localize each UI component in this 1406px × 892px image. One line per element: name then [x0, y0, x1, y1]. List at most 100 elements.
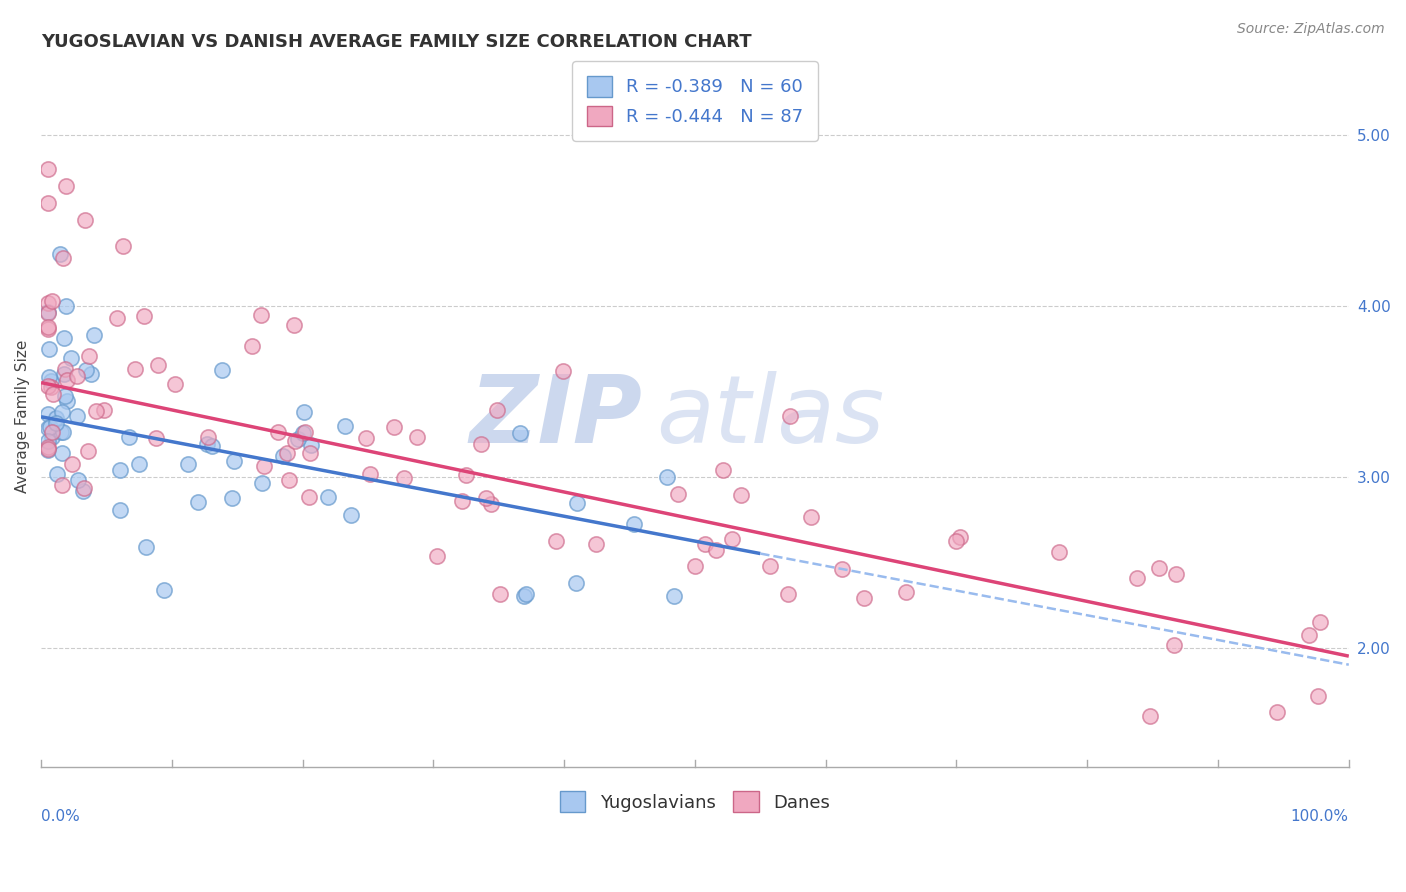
Point: [299, 446, 322, 460]
Point: [117, 429, 139, 443]
Text: Source: ZipAtlas.com: Source: ZipAtlas.com: [1237, 22, 1385, 37]
Point: [298, 491, 321, 505]
Point: [37, 196, 59, 211]
Point: [405, 430, 427, 444]
Point: [37, 421, 59, 435]
Point: [93, 403, 115, 417]
Point: [37, 320, 59, 334]
Point: [73, 481, 96, 495]
Point: [60, 458, 83, 472]
Point: [704, 542, 727, 557]
Text: atlas: atlas: [655, 371, 884, 462]
Point: [56, 394, 79, 409]
Point: [294, 425, 316, 439]
Point: [470, 437, 492, 451]
Point: [52, 368, 75, 382]
Point: [79, 367, 101, 381]
Point: [187, 495, 209, 509]
Point: [292, 405, 315, 419]
Point: [51, 478, 73, 492]
Point: [124, 361, 146, 376]
Point: [37, 306, 59, 320]
Point: [489, 587, 512, 601]
Point: [779, 409, 801, 424]
Point: [454, 467, 477, 482]
Point: [359, 467, 381, 482]
Point: [38, 370, 60, 384]
Point: [83, 328, 105, 343]
Point: [60, 351, 83, 365]
Point: [37, 440, 59, 454]
Point: [253, 459, 276, 474]
Point: [51, 405, 73, 419]
Point: [66, 368, 89, 383]
Point: [800, 509, 823, 524]
Point: [135, 540, 157, 554]
Point: [76, 362, 98, 376]
Point: [38, 419, 60, 434]
Point: [831, 562, 853, 576]
Point: [1139, 709, 1161, 723]
Point: [41, 430, 63, 444]
Point: [730, 488, 752, 502]
Point: [1163, 638, 1185, 652]
Point: [197, 430, 219, 444]
Point: [53, 361, 76, 376]
Point: [52, 252, 75, 266]
Point: [382, 420, 405, 434]
Text: ZIP: ZIP: [470, 371, 643, 463]
Point: [132, 309, 155, 323]
Point: [426, 549, 449, 563]
Point: [77, 444, 100, 458]
Point: [45, 416, 67, 430]
Point: [41, 294, 63, 309]
Point: [37, 442, 59, 457]
Point: [945, 534, 967, 549]
Point: [266, 425, 288, 440]
Point: [67, 474, 90, 488]
Point: [340, 508, 363, 522]
Point: [1308, 689, 1330, 703]
Point: [662, 589, 685, 603]
Point: [86, 404, 108, 418]
Point: [720, 533, 742, 547]
Point: [45, 467, 67, 481]
Point: [553, 364, 575, 378]
Point: [1147, 560, 1170, 574]
Point: [474, 491, 496, 505]
Point: [250, 475, 273, 490]
Y-axis label: Average Family Size: Average Family Size: [15, 340, 30, 493]
Point: [1047, 545, 1070, 559]
Point: [486, 402, 509, 417]
Point: [39, 380, 62, 394]
Point: [250, 309, 273, 323]
Point: [153, 583, 176, 598]
Point: [37, 434, 59, 449]
Point: [53, 389, 76, 403]
Point: [284, 434, 307, 448]
Point: [222, 454, 245, 468]
Point: [278, 473, 301, 487]
Point: [759, 559, 782, 574]
Point: [394, 471, 416, 485]
Point: [683, 558, 706, 573]
Point: [287, 433, 309, 447]
Point: [37, 161, 59, 176]
Point: [1265, 705, 1288, 719]
Point: [146, 358, 169, 372]
Point: [354, 431, 377, 445]
Text: 0.0%: 0.0%: [41, 809, 80, 824]
Point: [512, 589, 534, 603]
Point: [37, 407, 59, 421]
Point: [1298, 628, 1320, 642]
Point: [655, 470, 678, 484]
Point: [450, 494, 472, 508]
Point: [42, 386, 65, 401]
Point: [949, 529, 972, 543]
Point: [41, 374, 63, 388]
Point: [283, 318, 305, 332]
Point: [711, 463, 734, 477]
Legend: Yugoslavians, Danes: Yugoslavians, Danes: [551, 782, 839, 822]
Point: [1126, 571, 1149, 585]
Point: [165, 376, 187, 391]
